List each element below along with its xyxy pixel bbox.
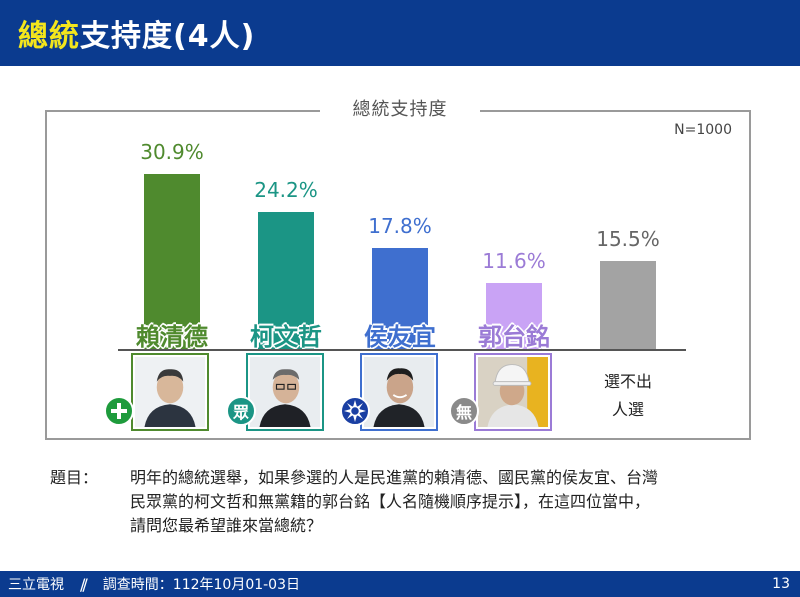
bar-5 bbox=[600, 261, 656, 349]
dpp-cross-icon bbox=[111, 403, 127, 419]
dpp-flag-icon bbox=[104, 396, 134, 426]
candidate-portrait-gou-icon bbox=[478, 357, 548, 427]
question-line-3: 請問您最希望誰來當總統？ bbox=[130, 516, 323, 535]
page-title-rest: 支持度(4人) bbox=[80, 19, 256, 54]
none-option-line1: 選不出 bbox=[603, 372, 652, 391]
kmt-white-sun-icon bbox=[344, 400, 366, 422]
page-number: 13 bbox=[772, 576, 790, 592]
candidate-name-2: 柯文哲 bbox=[250, 323, 322, 351]
question-line-2: 民眾黨的柯文哲和無黨籍的郭台銘【人名隨機順序提示】，在這四位當中， bbox=[130, 492, 651, 511]
bar-value-label-4: 11.6% bbox=[482, 249, 546, 274]
footer-bar: 三立電視 // 調查時間：112年10月01-03日 13 bbox=[0, 571, 800, 597]
page-title-highlight: 總統 bbox=[18, 19, 80, 54]
candidate-photo-hou bbox=[360, 353, 438, 431]
question-label: 題目： bbox=[50, 468, 99, 487]
footer-divider: // bbox=[80, 574, 88, 594]
bar-2 bbox=[258, 212, 314, 349]
question-line-1: 明年的總統選舉，如果參選的人是民進黨的賴清德、國民黨的侯友宜、台灣 bbox=[130, 468, 659, 487]
candidate-photo-ko bbox=[246, 353, 324, 431]
tpp-icon: 眾 bbox=[226, 396, 256, 426]
bar-3 bbox=[372, 248, 428, 349]
question-block: 題目： 明年的總統選舉，如果參選的人是民進黨的賴清德、國民黨的侯友宜、台灣 民眾… bbox=[50, 466, 770, 538]
candidate-portrait-hou-icon bbox=[364, 357, 434, 427]
footer-source: 三立電視 bbox=[8, 577, 64, 593]
candidate-name-4: 郭台銘 bbox=[478, 323, 550, 351]
chart-title: 總統支持度 bbox=[320, 96, 480, 124]
candidate-name-3: 侯友宜 bbox=[364, 323, 436, 351]
candidate-photo-gou bbox=[474, 353, 552, 431]
none-option-line2: 人選 bbox=[611, 400, 644, 419]
sample-size-label: N=1000 bbox=[674, 122, 732, 138]
bar-value-label-3: 17.8% bbox=[368, 214, 432, 239]
header-bar: 總統支持度(4人) bbox=[0, 0, 800, 66]
kmt-sun-icon bbox=[340, 396, 370, 426]
candidate-portrait-ko-icon bbox=[250, 357, 320, 427]
candidate-portrait-lai-icon bbox=[135, 357, 205, 427]
bar-value-label-5: 15.5% bbox=[596, 227, 660, 252]
bar-value-label-1: 30.9% bbox=[140, 140, 204, 165]
bar-value-label-2: 24.2% bbox=[254, 178, 318, 203]
candidate-name-1: 賴清德 bbox=[136, 323, 208, 351]
bar-1 bbox=[144, 174, 200, 349]
independent-icon: 無 bbox=[449, 396, 479, 426]
page-title: 總統支持度(4人) bbox=[18, 11, 255, 55]
bar-4 bbox=[486, 283, 542, 349]
chart-baseline bbox=[118, 349, 686, 351]
survey-date: 調查時間：112年10月01-03日 bbox=[102, 577, 300, 593]
candidate-photo-lai bbox=[131, 353, 209, 431]
